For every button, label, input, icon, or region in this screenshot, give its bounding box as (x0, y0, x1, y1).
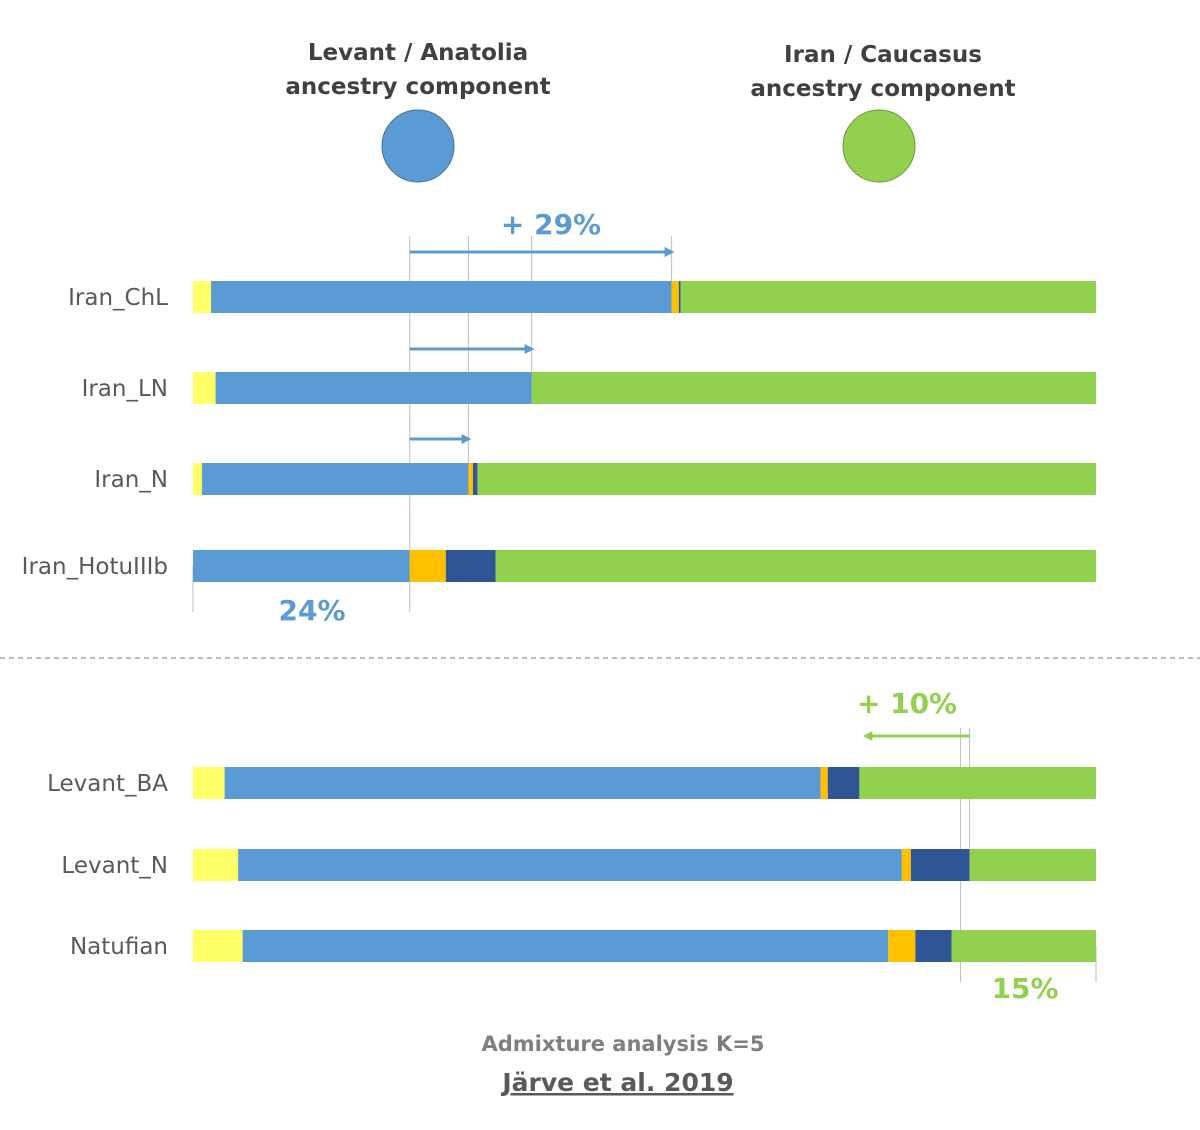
iran-bars: Iran_ChL Iran_LN Iran_N Iran_HotuIIIb (22, 281, 1096, 582)
bar-segment-Levant_N-yellow (193, 849, 239, 881)
legend-iran-title-line1: Iran / Caucasus (784, 42, 982, 68)
bar-segment-Natufian-yellow (193, 930, 243, 962)
bar-segment-Levant_BA-navy (827, 767, 860, 799)
source-citation: Järve et al. 2019 (500, 1068, 733, 1097)
bar-segment-Iran_ChL-yellow (193, 281, 212, 313)
row-label-Levant_BA: Levant_BA (47, 771, 168, 797)
bar-segment-Iran_HotuIIIb-blue (193, 550, 410, 582)
row-label-Iran_LN: Iran_LN (82, 376, 168, 402)
bar-segment-Levant_N-navy (910, 849, 970, 881)
levant-bars: Levant_BA Levant_N Natufian (47, 767, 1096, 962)
iran-arrows (409, 247, 675, 444)
bar-segment-Iran_N-navy (472, 463, 478, 495)
levant-baseline-label: 15% (991, 972, 1058, 1005)
bar-segment-Iran_N-blue (202, 463, 469, 495)
bar-segment-Levant_N-orange (901, 849, 911, 881)
legend: Levant / Anatolia ancestry component Ira… (285, 40, 1016, 183)
bar-segment-Natufian-navy (915, 930, 952, 962)
bar-segment-Iran_HotuIIIb-orange (409, 550, 446, 582)
bar-segment-Natufian-orange (888, 930, 916, 962)
legend-iran-swatch (842, 109, 916, 183)
bar-segment-Iran_ChL-navy (678, 281, 681, 313)
iran-gain-label: + 29% (501, 208, 601, 241)
bar-segment-Iran_ChL-green (680, 281, 1096, 313)
bar-segment-Iran_LN-green (531, 372, 1096, 404)
legend-iran-title-line2: ancestry component (750, 76, 1015, 102)
bar-segment-Levant_BA-blue (224, 767, 821, 799)
bar-segment-Levant_N-blue (238, 849, 902, 881)
row-label-Iran_ChL: Iran_ChL (68, 285, 168, 311)
row-label-Natufian: Natufian (70, 934, 168, 960)
legend-levant-swatch (381, 109, 455, 183)
bar-segment-Iran_N-yellow (193, 463, 203, 495)
iran-baseline-label: 24% (278, 594, 345, 627)
row-label-Iran_N: Iran_N (94, 467, 168, 493)
bar-segment-Iran_N-orange (468, 463, 473, 495)
bar-segment-Natufian-blue (242, 930, 889, 962)
bar-segment-Natufian-green (951, 930, 1096, 962)
legend-levant-title-line1: Levant / Anatolia (308, 40, 528, 66)
bar-segment-Iran_HotuIIIb-green (495, 550, 1096, 582)
bar-segment-Levant_N-green (969, 849, 1096, 881)
bar-segment-Iran_N-green (477, 463, 1096, 495)
bar-segment-Iran_HotuIIIb-navy (445, 550, 496, 582)
bar-segment-Iran_ChL-blue (211, 281, 672, 313)
bar-segment-Levant_BA-green (859, 767, 1096, 799)
bar-segment-Iran_LN-blue (215, 372, 532, 404)
bar-segment-Iran_LN-yellow (193, 372, 216, 404)
row-label-Iran_HotuIIIb: Iran_HotuIIIb (22, 554, 168, 580)
bar-segment-Iran_ChL-orange (671, 281, 679, 313)
bar-segment-Levant_BA-orange (820, 767, 828, 799)
levant-gain-label: + 10% (857, 687, 957, 720)
analysis-caption: Admixture analysis K=5 (482, 1032, 765, 1056)
bar-segment-Levant_BA-yellow (193, 767, 225, 799)
row-label-Levant_N: Levant_N (61, 853, 168, 879)
legend-levant-title-line2: ancestry component (285, 74, 550, 100)
